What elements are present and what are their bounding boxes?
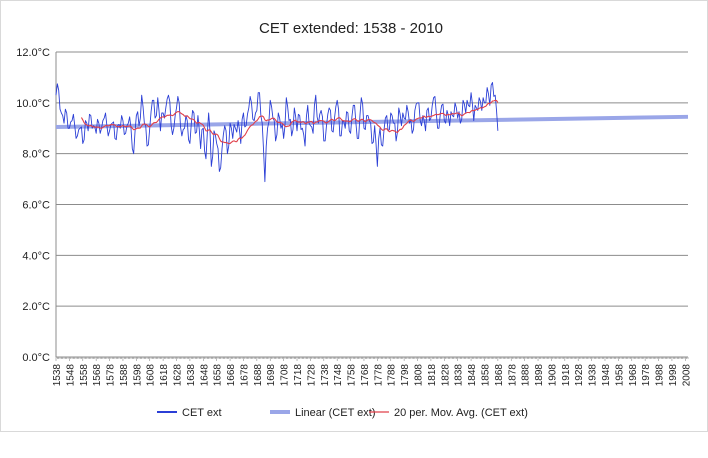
x-tick-label: 1858 — [480, 364, 491, 387]
x-tick-label: 1618 — [159, 364, 170, 387]
page-background — [0, 432, 708, 458]
y-tick-label: 2.0°C — [22, 301, 50, 313]
x-tick-label: 1588 — [119, 364, 130, 387]
x-tick-label: 1538 — [52, 364, 63, 387]
x-tick-label: 1548 — [65, 364, 76, 387]
x-tick-label: 1878 — [507, 364, 518, 387]
chart-title: CET extended: 1538 - 2010 — [259, 20, 443, 37]
x-tick-label: 1728 — [306, 364, 317, 387]
x-tick-label: 1698 — [266, 364, 277, 387]
x-tick-label: 1688 — [253, 364, 264, 387]
x-tick-label: 1748 — [333, 364, 344, 387]
x-tick-label: 1818 — [427, 364, 438, 387]
legend-label: Linear (CET ext) — [295, 407, 376, 419]
x-tick-label: 1988 — [655, 364, 666, 387]
x-tick-label: 1828 — [440, 364, 451, 387]
y-tick-label: 12.0°C — [16, 47, 50, 59]
x-tick-label: 1578 — [106, 364, 117, 387]
legend-item: CET ext — [157, 407, 222, 419]
legend-item: 20 per. Mov. Avg. (CET ext) — [369, 407, 528, 419]
x-tick-label: 1808 — [414, 364, 425, 387]
legend: CET ext Linear (CET ext) 20 per. Mov. Avg.… — [157, 407, 528, 419]
x-tick-label: 1608 — [146, 364, 157, 387]
x-tick-label: 1978 — [641, 364, 652, 387]
y-tick-label: 10.0°C — [16, 98, 50, 110]
x-axis: 1538 1548 1558 1568 1578 1588 1598 1608 1618 1628… — [52, 356, 692, 387]
gridlines — [55, 51, 688, 358]
linear-trend-line — [55, 114, 689, 129]
x-tick-label: 1648 — [199, 364, 210, 387]
linear-trend-path — [55, 114, 689, 129]
x-tick-label: 1948 — [601, 364, 612, 387]
x-tick-label: 1848 — [467, 364, 478, 387]
y-tick-label: 8.0°C — [22, 149, 50, 161]
x-tick-label: 1838 — [454, 364, 465, 387]
x-tick-label: 1738 — [320, 364, 331, 387]
x-tick-label: 1778 — [373, 364, 384, 387]
legend-item: Linear (CET ext) — [270, 407, 376, 419]
x-tick-label: 1708 — [280, 364, 291, 387]
x-tick-label: 1888 — [521, 364, 532, 387]
moving-average-line — [80, 99, 499, 145]
cet-ext-line — [55, 82, 499, 183]
x-tick-label: 1768 — [360, 364, 371, 387]
x-tick-label: 1958 — [614, 364, 625, 387]
x-tick-label: 1928 — [574, 364, 585, 387]
x-tick-label: 2008 — [681, 364, 692, 387]
x-tick-label: 1798 — [400, 364, 411, 387]
legend-label: CET ext — [182, 407, 222, 419]
x-tick-label: 1598 — [132, 364, 143, 387]
x-tick-label: 1898 — [534, 364, 545, 387]
x-tick-label: 1788 — [387, 364, 398, 387]
x-tick-label: 1638 — [186, 364, 197, 387]
cet-ext-series — [55, 82, 499, 183]
x-tick-label: 1968 — [628, 364, 639, 387]
y-tick-label: 4.0°C — [22, 250, 50, 262]
chart-frame — [0, 0, 708, 432]
y-tick-label: 6.0°C — [22, 200, 50, 212]
x-tick-label: 1628 — [173, 364, 184, 387]
x-tick-label: 1758 — [347, 364, 358, 387]
x-tick-label: 1718 — [293, 364, 304, 387]
moving-average-series — [80, 99, 499, 145]
x-tick-label: 1678 — [239, 364, 250, 387]
x-tick-label: 1908 — [547, 364, 558, 387]
x-tick-label: 1658 — [213, 364, 224, 387]
x-tick-label: 1998 — [668, 364, 679, 387]
y-tick-label: 0.0°C — [22, 352, 50, 364]
x-tick-label: 1568 — [92, 364, 103, 387]
x-tick-label: 1868 — [494, 364, 505, 387]
x-tick-label: 1938 — [588, 364, 599, 387]
x-tick-label: 1918 — [561, 364, 572, 387]
x-tick-label: 1558 — [79, 364, 90, 387]
x-tick-label: 1668 — [226, 364, 237, 387]
y-axis-tick-labels: 0.0°C 2.0°C 4.0°C 6.0°C 8.0°C 10.0°C 12.0°C — [16, 47, 50, 364]
legend-label: 20 per. Mov. Avg. (CET ext) — [394, 407, 528, 419]
